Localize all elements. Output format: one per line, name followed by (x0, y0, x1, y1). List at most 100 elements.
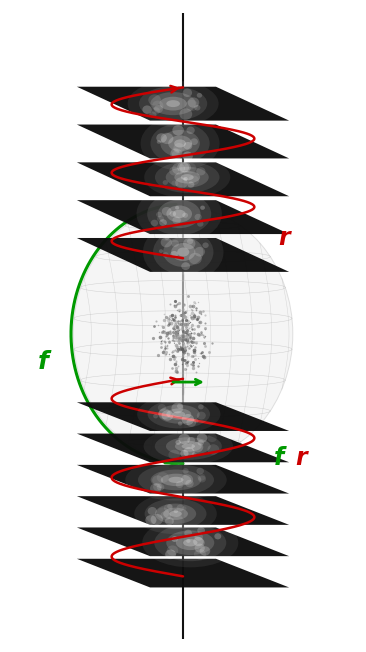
Ellipse shape (157, 484, 164, 491)
Ellipse shape (139, 86, 207, 121)
Ellipse shape (188, 97, 199, 108)
Ellipse shape (164, 504, 173, 512)
Ellipse shape (157, 507, 169, 518)
Ellipse shape (177, 248, 189, 256)
Text: $\bfit{f}$: $\bfit{f}$ (37, 350, 52, 374)
Ellipse shape (179, 108, 192, 120)
Ellipse shape (151, 220, 158, 226)
Ellipse shape (161, 133, 173, 144)
Ellipse shape (195, 544, 205, 553)
Ellipse shape (147, 400, 210, 428)
Ellipse shape (198, 475, 206, 482)
Ellipse shape (181, 262, 190, 270)
Ellipse shape (198, 440, 204, 445)
Ellipse shape (150, 92, 196, 115)
Polygon shape (77, 200, 289, 234)
Ellipse shape (177, 404, 183, 409)
Ellipse shape (144, 156, 230, 198)
Ellipse shape (177, 162, 189, 173)
Ellipse shape (193, 537, 203, 546)
Ellipse shape (163, 252, 169, 258)
Ellipse shape (175, 441, 202, 452)
Ellipse shape (197, 467, 204, 475)
Ellipse shape (195, 214, 202, 220)
Ellipse shape (171, 403, 183, 413)
Ellipse shape (214, 533, 221, 539)
Ellipse shape (173, 210, 186, 218)
Ellipse shape (175, 206, 179, 209)
Ellipse shape (157, 472, 169, 483)
Ellipse shape (172, 151, 181, 158)
Ellipse shape (172, 411, 185, 417)
Ellipse shape (172, 125, 184, 136)
Ellipse shape (187, 181, 194, 188)
Ellipse shape (152, 100, 163, 111)
Ellipse shape (183, 177, 188, 181)
Ellipse shape (174, 171, 200, 183)
Ellipse shape (150, 514, 163, 525)
Polygon shape (77, 559, 289, 587)
Ellipse shape (160, 96, 187, 111)
Ellipse shape (73, 207, 293, 461)
Ellipse shape (153, 414, 158, 419)
Ellipse shape (167, 504, 173, 509)
Ellipse shape (161, 237, 172, 247)
Ellipse shape (162, 207, 172, 216)
Ellipse shape (158, 405, 199, 424)
Ellipse shape (198, 473, 206, 481)
Ellipse shape (128, 81, 219, 126)
Ellipse shape (137, 186, 222, 243)
Ellipse shape (168, 136, 192, 151)
Ellipse shape (154, 105, 163, 113)
Ellipse shape (194, 533, 203, 541)
Ellipse shape (183, 447, 195, 457)
Ellipse shape (169, 166, 179, 175)
Ellipse shape (158, 404, 166, 411)
Ellipse shape (134, 494, 217, 534)
Ellipse shape (148, 95, 161, 106)
Ellipse shape (151, 469, 201, 490)
Ellipse shape (183, 89, 192, 97)
Ellipse shape (184, 142, 192, 150)
Ellipse shape (150, 484, 161, 494)
Polygon shape (77, 527, 289, 556)
Ellipse shape (197, 434, 207, 443)
Ellipse shape (208, 444, 219, 455)
Ellipse shape (171, 148, 179, 156)
Ellipse shape (152, 475, 163, 485)
Ellipse shape (169, 211, 176, 217)
Ellipse shape (187, 437, 195, 444)
Ellipse shape (192, 452, 197, 456)
Ellipse shape (197, 93, 202, 98)
Ellipse shape (168, 450, 180, 460)
Ellipse shape (174, 140, 186, 147)
Ellipse shape (187, 239, 193, 244)
Ellipse shape (191, 442, 203, 452)
Ellipse shape (174, 509, 178, 513)
Ellipse shape (155, 162, 220, 193)
Ellipse shape (178, 434, 190, 444)
Ellipse shape (181, 174, 194, 181)
Ellipse shape (172, 163, 185, 175)
Ellipse shape (150, 123, 210, 164)
Ellipse shape (166, 408, 191, 420)
Ellipse shape (181, 474, 193, 485)
Ellipse shape (182, 213, 188, 218)
Ellipse shape (176, 481, 183, 488)
Ellipse shape (188, 175, 199, 185)
Ellipse shape (182, 468, 189, 474)
Polygon shape (77, 496, 289, 525)
Polygon shape (77, 434, 289, 462)
Ellipse shape (175, 440, 181, 445)
Ellipse shape (173, 143, 184, 153)
Ellipse shape (161, 474, 191, 486)
Ellipse shape (183, 539, 198, 546)
Ellipse shape (159, 249, 163, 253)
Polygon shape (77, 125, 289, 158)
Ellipse shape (145, 499, 206, 529)
Ellipse shape (171, 181, 178, 186)
Ellipse shape (170, 149, 183, 160)
Ellipse shape (182, 507, 186, 511)
Ellipse shape (157, 216, 164, 222)
Ellipse shape (175, 177, 188, 188)
